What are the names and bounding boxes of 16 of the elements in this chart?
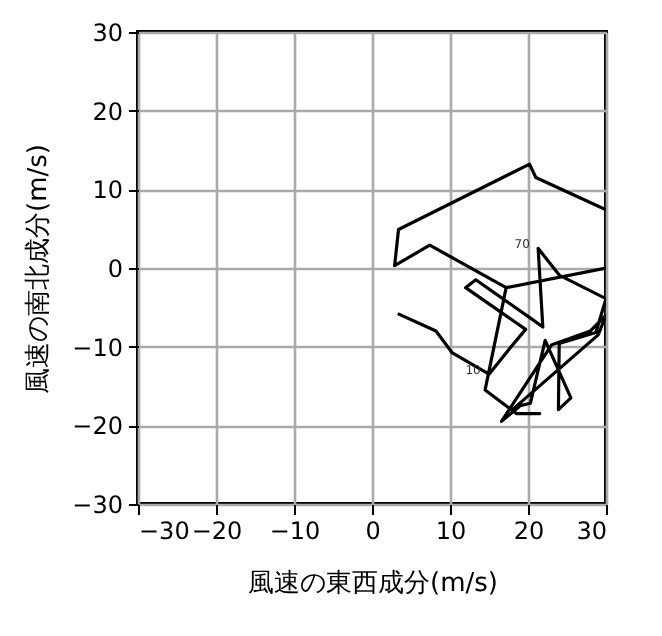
x-tick-label: −10 xyxy=(269,517,321,545)
y-tick-label: 30 xyxy=(92,19,123,47)
x-tick-label: 0 xyxy=(365,517,381,545)
x-tick-label: −20 xyxy=(191,517,243,545)
y-tick-label: 10 xyxy=(92,176,123,205)
x-tick-label: −30 xyxy=(139,517,190,545)
x-axis-title: 風速の東西成分(m/s) xyxy=(248,569,498,599)
y-tick-label: −20 xyxy=(72,412,123,441)
y-tick-label: −30 xyxy=(72,491,123,519)
y-tick-label: 20 xyxy=(92,97,123,126)
y-tick-label: −10 xyxy=(72,333,123,362)
x-tick-label: 30 xyxy=(576,517,607,545)
y-tick-label: 0 xyxy=(107,255,123,283)
x-tick-label: 10 xyxy=(435,517,467,545)
x-tick-label: 20 xyxy=(513,517,545,545)
y-axis-title: 風速の南北成分(m/s) xyxy=(24,144,55,394)
